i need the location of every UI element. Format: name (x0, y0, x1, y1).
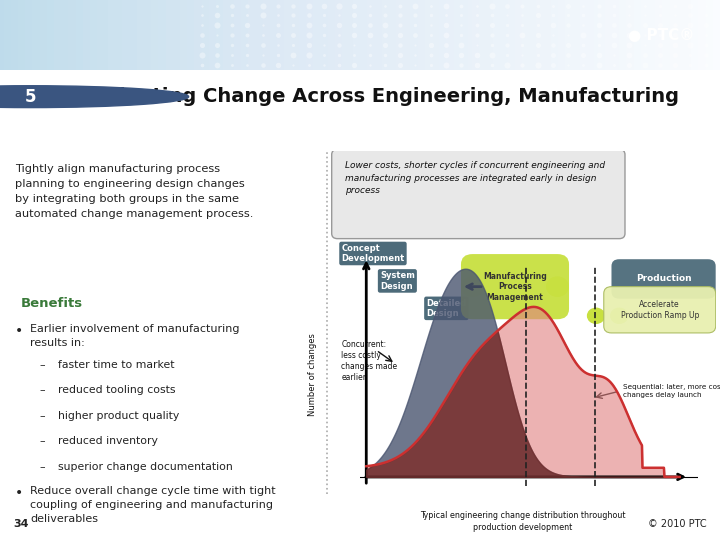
Text: –: – (40, 436, 45, 446)
Text: Manufacturing
Process
Management: Manufacturing Process Management (483, 272, 547, 301)
Text: Benefits: Benefits (21, 297, 83, 310)
Text: Concurrent:
less costly
changes made
earlier: Concurrent: less costly changes made ear… (341, 340, 397, 382)
Text: reduced tooling costs: reduced tooling costs (58, 385, 176, 395)
Circle shape (546, 277, 568, 296)
Circle shape (0, 86, 189, 107)
FancyBboxPatch shape (604, 287, 716, 333)
Text: © 2010 PTC: © 2010 PTC (649, 519, 707, 529)
Text: Earlier involvement of manufacturing
results in:: Earlier involvement of manufacturing res… (30, 324, 240, 348)
Circle shape (611, 308, 628, 323)
Text: Concept
Development: Concept Development (341, 244, 405, 263)
Text: superior change documentation: superior change documentation (58, 462, 233, 472)
Text: System
Design: System Design (380, 271, 415, 291)
Circle shape (588, 308, 605, 323)
Text: •: • (15, 324, 23, 338)
Text: Detailed
Design: Detailed Design (426, 299, 467, 318)
Text: ● PTC®: ● PTC® (629, 28, 695, 43)
Text: Typical engineering change distribution throughout
production development: Typical engineering change distribution … (420, 511, 625, 532)
Text: Approach: Approach (9, 129, 76, 142)
Text: –: – (40, 462, 45, 472)
FancyBboxPatch shape (332, 150, 625, 239)
Text: faster time to market: faster time to market (58, 360, 175, 370)
Text: Accelerate
Production Ramp Up: Accelerate Production Ramp Up (621, 300, 699, 320)
Text: Lower costs, shorter cycles if concurrent engineering and
manufacturing processe: Lower costs, shorter cycles if concurren… (345, 161, 606, 195)
Text: –: – (40, 385, 45, 395)
Text: higher product quality: higher product quality (58, 411, 179, 421)
Circle shape (462, 277, 483, 296)
Text: 34: 34 (13, 519, 29, 529)
Text: Production: Production (636, 274, 691, 284)
Text: Coordinating Change Across Engineering, Manufacturing: Coordinating Change Across Engineering, … (54, 87, 679, 106)
FancyBboxPatch shape (461, 254, 569, 319)
Text: Number of changes: Number of changes (308, 333, 317, 416)
Text: –: – (40, 360, 45, 370)
Text: •: • (15, 485, 23, 500)
Text: Tightly align manufacturing process
planning to engineering design changes
by in: Tightly align manufacturing process plan… (15, 164, 253, 219)
Text: Sequential: later, more costly
changes delay launch: Sequential: later, more costly changes d… (623, 384, 720, 398)
Text: –: – (40, 411, 45, 421)
FancyBboxPatch shape (611, 259, 716, 299)
Text: 5: 5 (24, 87, 36, 106)
Text: reduced inventory: reduced inventory (58, 436, 158, 446)
Text: Reduce overall change cycle time with tight
coupling of engineering and manufact: Reduce overall change cycle time with ti… (30, 485, 276, 524)
